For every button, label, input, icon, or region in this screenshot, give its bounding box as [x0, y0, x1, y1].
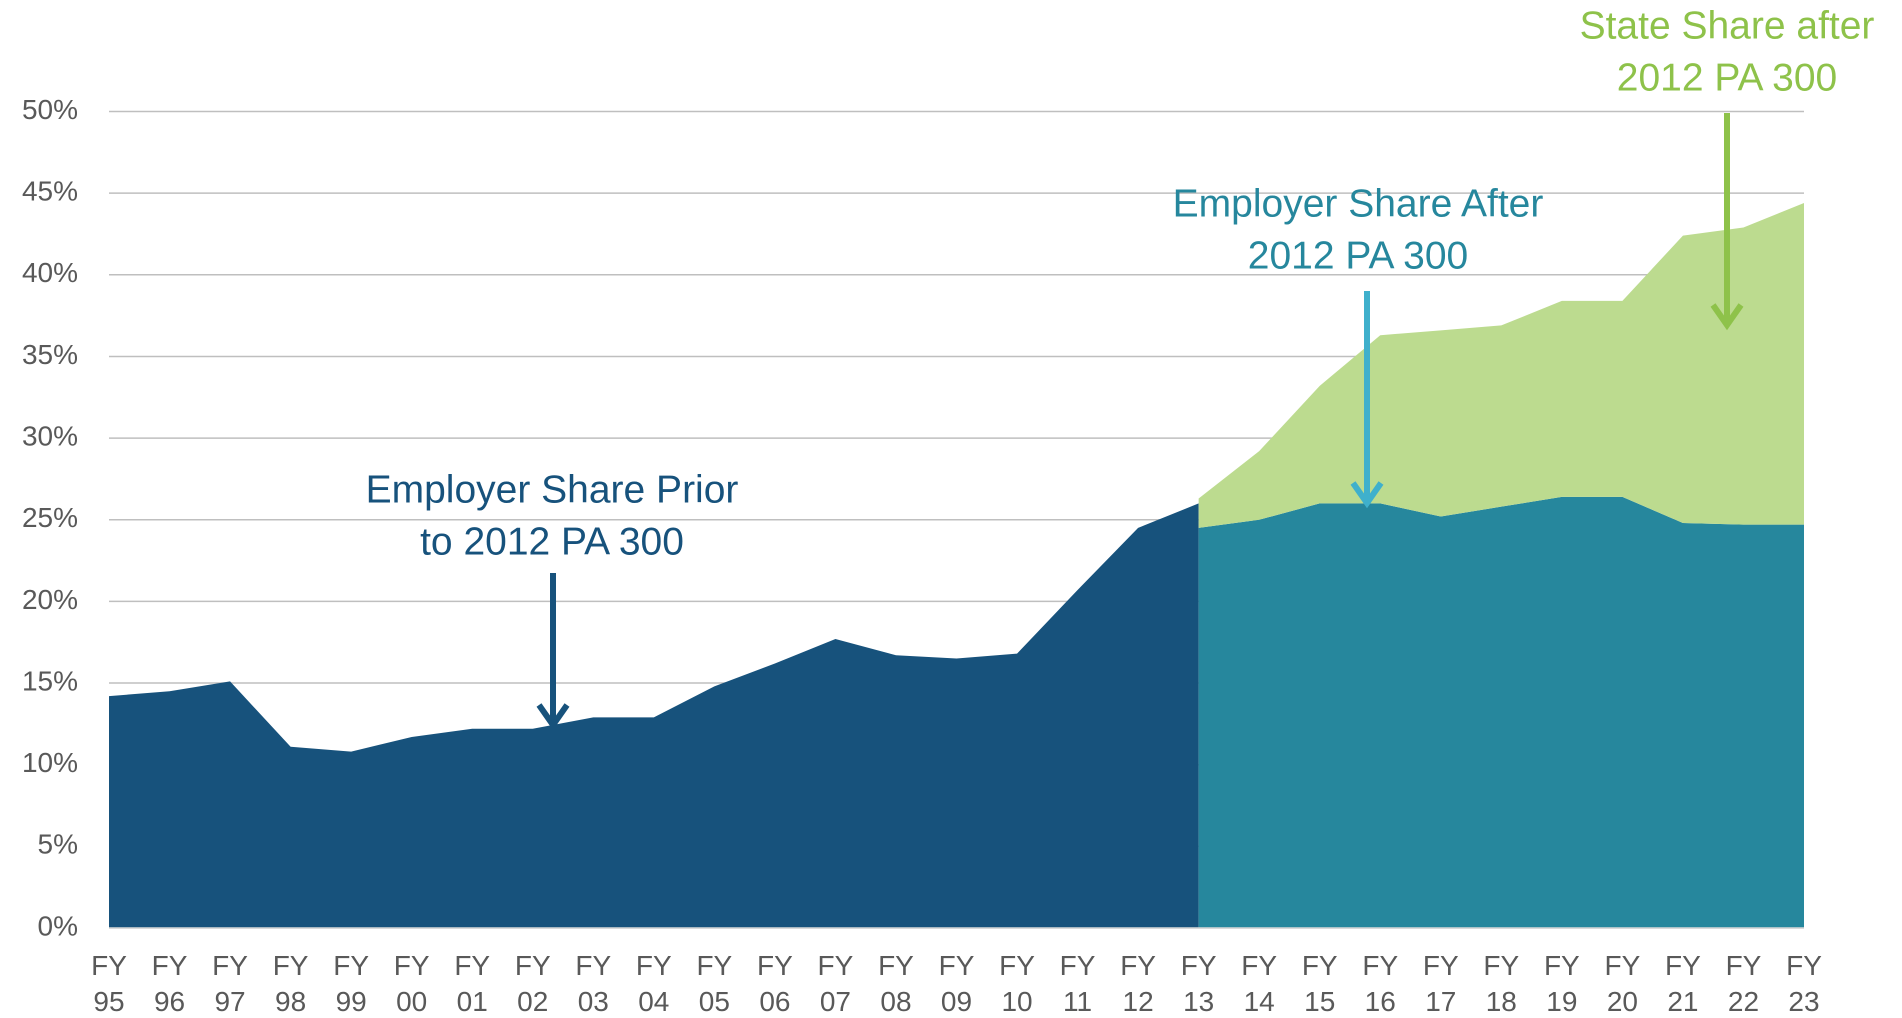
x-tick-label: FY 17: [1422, 950, 1459, 1017]
x-tick-label: FY 08: [878, 950, 914, 1017]
annotation-text: Employer Share After: [1173, 182, 1544, 225]
x-tick-label: FY 12: [1120, 950, 1156, 1017]
y-tick-label: 30%: [22, 420, 78, 451]
y-tick-label: 10%: [22, 747, 78, 778]
x-tick-label: FY 96: [151, 950, 188, 1017]
x-tick-label: FY 13: [1180, 950, 1217, 1017]
annotation-arrowhead: [1350, 481, 1384, 509]
x-tick-label: FY 07: [817, 950, 854, 1017]
y-tick-label: 25%: [22, 502, 78, 533]
y-tick-label: 35%: [22, 339, 78, 370]
x-tick-label: FY 01: [454, 950, 491, 1017]
x-tick-label: FY 18: [1483, 950, 1520, 1017]
annotation-text: Employer Share Prior: [366, 468, 739, 511]
x-tick-label: FY 15: [1301, 950, 1338, 1017]
annotation-text: 2012 PA 300: [1248, 234, 1468, 277]
x-tick-label: FY 10: [999, 950, 1035, 1017]
y-tick-label: 0%: [38, 910, 78, 941]
x-tick-label: FY 23: [1786, 950, 1822, 1017]
x-tick-label: FY 11: [1059, 950, 1096, 1017]
x-tick-label: FY 19: [1543, 950, 1580, 1017]
annotation-text: 2012 PA 300: [1617, 56, 1837, 99]
x-tick-label: FY 98: [272, 950, 309, 1017]
x-tick-label: FY 09: [938, 950, 975, 1017]
annotation-text: to 2012 PA 300: [420, 520, 684, 563]
x-tick-label: FY 22: [1725, 950, 1762, 1017]
x-tick-label: FY 21: [1665, 950, 1701, 1017]
x-tick-label: FY 06: [757, 950, 793, 1017]
y-tick-label: 20%: [22, 584, 78, 615]
x-tick-label: FY 99: [333, 950, 370, 1017]
annotation-arrowhead: [536, 703, 570, 731]
y-tick-label: 40%: [22, 257, 78, 288]
x-tick-label: FY 95: [91, 950, 127, 1017]
x-tick-label: FY 16: [1362, 950, 1399, 1017]
x-tick-label: FY 03: [575, 950, 612, 1017]
y-tick-label: 50%: [22, 94, 78, 125]
annotation-text: State Share after: [1580, 4, 1875, 47]
y-tick-label: 45%: [22, 176, 78, 207]
x-tick-label: FY 20: [1604, 950, 1641, 1017]
annotation-arrowhead: [1710, 303, 1744, 331]
x-tick-label: FY 04: [635, 950, 672, 1017]
x-tick-label: FY 00: [393, 950, 430, 1017]
x-tick-label: FY 02: [514, 950, 551, 1017]
area: [1198, 496, 1804, 928]
x-tick-label: FY 05: [696, 950, 733, 1017]
area: [1198, 202, 1804, 528]
x-tick-label: FY 97: [212, 950, 248, 1017]
x-tick-label: FY 14: [1241, 950, 1278, 1017]
area: [109, 503, 1199, 928]
y-tick-label: 5%: [38, 829, 78, 860]
y-tick-label: 15%: [22, 665, 78, 696]
